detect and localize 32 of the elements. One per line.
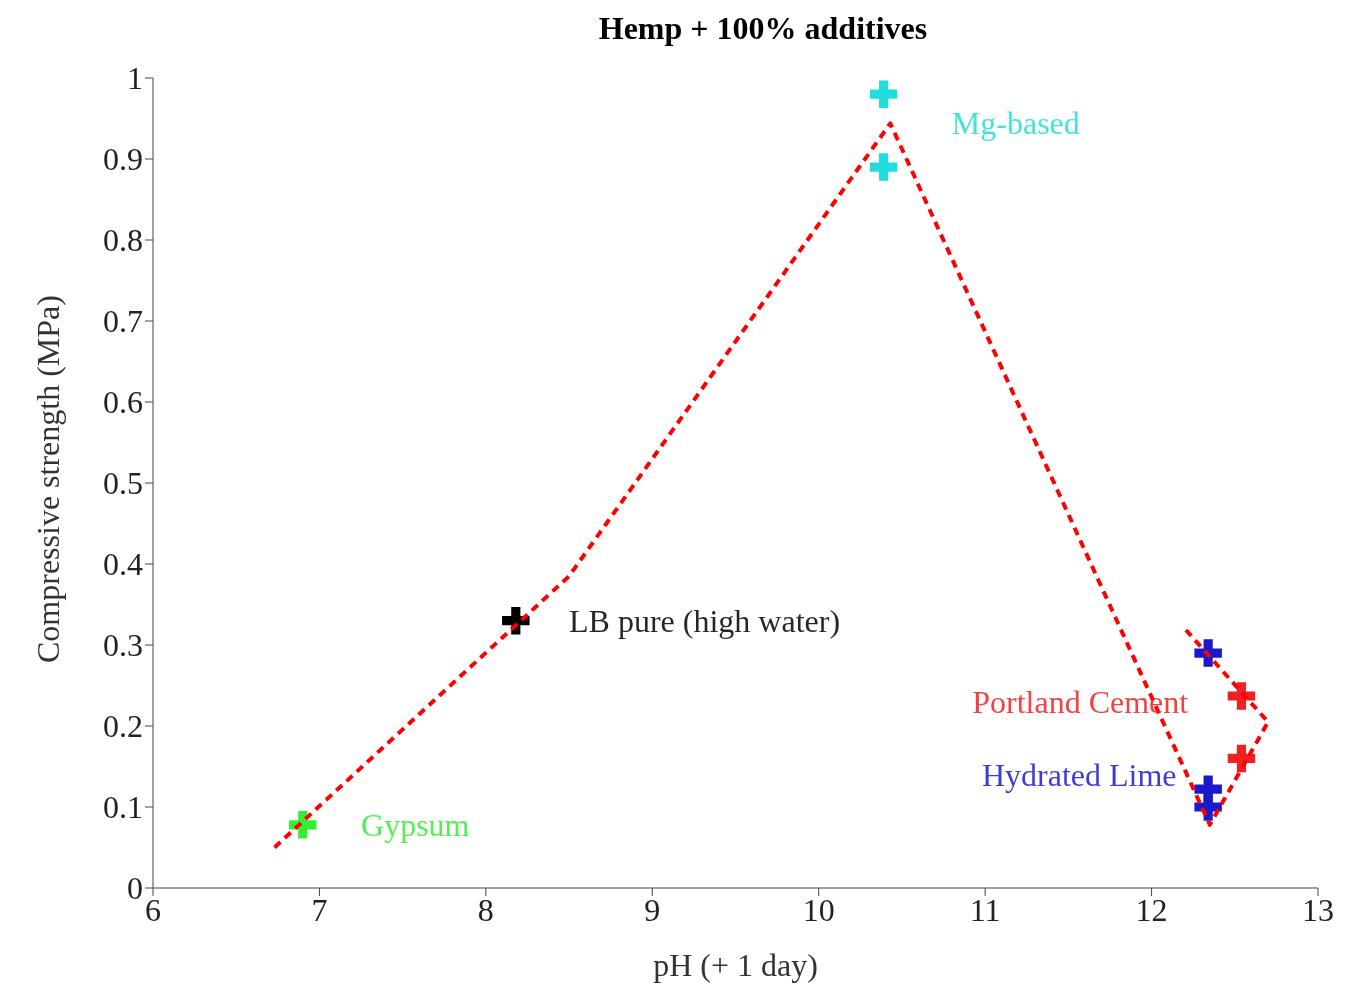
y-tick-label: 0.1 xyxy=(103,789,143,826)
y-tick-label: 0.2 xyxy=(103,708,143,745)
annotation: LB pure (high water) xyxy=(569,602,841,639)
x-tick-label: 7 xyxy=(311,891,328,928)
point xyxy=(869,153,898,181)
chart-title: Hemp + 100% additives xyxy=(597,9,929,48)
x-axis-title: pH (+ 1 day) xyxy=(653,947,818,983)
y-tick-label: 0.9 xyxy=(103,141,143,178)
y-tick-label: 0.4 xyxy=(103,546,143,583)
y-tick-label: 0.6 xyxy=(103,384,143,421)
x-tick-label: 10 xyxy=(802,891,835,928)
y-tick-label: 0.7 xyxy=(103,303,143,340)
y-tick-label: 0 xyxy=(127,870,143,907)
y-tick-label: 0.8 xyxy=(103,222,143,259)
x-tick-label: 12 xyxy=(1135,891,1168,928)
point xyxy=(869,80,898,108)
y-tick-label: 0.3 xyxy=(103,627,143,664)
point xyxy=(289,811,317,839)
x-tick-label: 8 xyxy=(477,891,494,928)
y-tick-label: 1 xyxy=(127,60,143,97)
x-tick-label: 6 xyxy=(145,891,161,928)
y-axis-title: Compressive strength (MPa) xyxy=(30,295,67,663)
annotation: Portland Cement xyxy=(972,683,1189,720)
annotation: Gypsum xyxy=(361,807,470,844)
annotation: Mg-based xyxy=(951,104,1080,141)
x-tick-label: 9 xyxy=(644,891,661,928)
x-tick-label: 13 xyxy=(1302,891,1334,928)
point xyxy=(1194,639,1222,667)
y-tick-label: 0.5 xyxy=(103,465,143,502)
annotation: Hydrated Lime xyxy=(981,756,1177,793)
point xyxy=(1227,682,1256,710)
x-tick-label: 11 xyxy=(969,891,1001,928)
